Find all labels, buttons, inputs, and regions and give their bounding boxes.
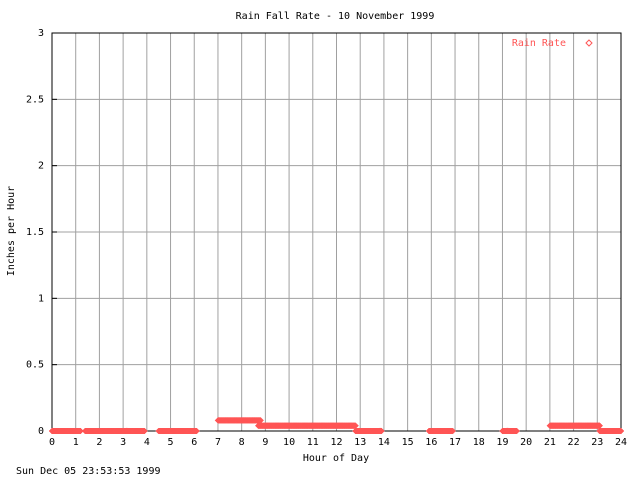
- data-point: [617, 427, 625, 435]
- x-tick-label: 23: [591, 437, 603, 448]
- y-tick-label: 0.5: [26, 360, 44, 371]
- rain-rate-segment: [81, 427, 148, 435]
- x-tick-label: 2: [96, 437, 102, 448]
- grid-lines: [52, 33, 621, 431]
- x-tick-label: 12: [330, 437, 342, 448]
- x-tick-label: 0: [49, 437, 55, 448]
- rain-rate-segment: [546, 422, 604, 430]
- x-tick-label: 9: [262, 437, 268, 448]
- x-tick-label: 7: [215, 437, 221, 448]
- data-point: [378, 427, 385, 435]
- chart-title: Rain Fall Rate - 10 November 1999: [236, 11, 435, 22]
- x-tick-label: 19: [496, 437, 508, 448]
- data-point: [449, 427, 457, 435]
- rain-rate-segment: [596, 427, 625, 435]
- data-point: [141, 427, 148, 435]
- rain-rate-segment: [48, 427, 84, 435]
- rain-rate-segment: [155, 427, 200, 435]
- y-tick-label: 2.5: [26, 94, 44, 105]
- x-tick-label: 5: [168, 437, 174, 448]
- rain-rate-segment: [352, 427, 385, 435]
- rain-rate-segment: [499, 427, 521, 435]
- rain-rate-segment: [214, 417, 264, 424]
- data-point: [77, 427, 84, 435]
- x-tick-label: 24: [615, 437, 627, 448]
- x-tick-label: 6: [191, 437, 197, 448]
- timestamp-footer: Sun Dec 05 23:53:53 1999: [16, 466, 161, 477]
- x-tick-label: 21: [544, 437, 556, 448]
- y-tick-label: 0: [38, 426, 44, 437]
- y-tick-label: 2: [38, 161, 44, 172]
- y-axis-label: Inches per Hour: [6, 186, 17, 276]
- rain-rate-points: [48, 417, 625, 435]
- x-tick-label: 17: [449, 437, 461, 448]
- x-tick-label: 11: [307, 437, 319, 448]
- x-tick-label: 8: [239, 437, 245, 448]
- x-tick-label: 13: [354, 437, 366, 448]
- x-tick-label: 15: [402, 437, 414, 448]
- y-tick-label: 3: [38, 28, 44, 39]
- y-tick-label: 1.5: [26, 227, 44, 238]
- x-tick-label: 10: [283, 437, 295, 448]
- legend-label-rain-rate: Rain Rate: [512, 38, 566, 49]
- x-tick-label: 3: [120, 437, 126, 448]
- data-point: [193, 427, 200, 435]
- x-tick-label: 18: [473, 437, 485, 448]
- data-point: [513, 427, 521, 435]
- x-tick-label: 16: [425, 437, 437, 448]
- legend: Rain Rate: [512, 38, 593, 49]
- legend-marker-rain-rate: [585, 39, 593, 47]
- axis-ticks: 0 1 2 3 4 5 6 7 8 9 10 11 12 13 14 15 16 17 18 19 20 21 22 23 24…: [26, 28, 627, 448]
- x-axis-label: Hour of Day: [303, 453, 369, 464]
- x-tick-label: 20: [520, 437, 532, 448]
- x-tick-label: 1: [73, 437, 79, 448]
- rain-rate-segment: [425, 427, 457, 435]
- x-tick-label: 4: [144, 437, 150, 448]
- x-tick-label: 22: [568, 437, 580, 448]
- rain-rate-segment: [254, 422, 359, 430]
- x-tick-label: 14: [378, 437, 390, 448]
- y-tick-label: 1: [38, 293, 44, 304]
